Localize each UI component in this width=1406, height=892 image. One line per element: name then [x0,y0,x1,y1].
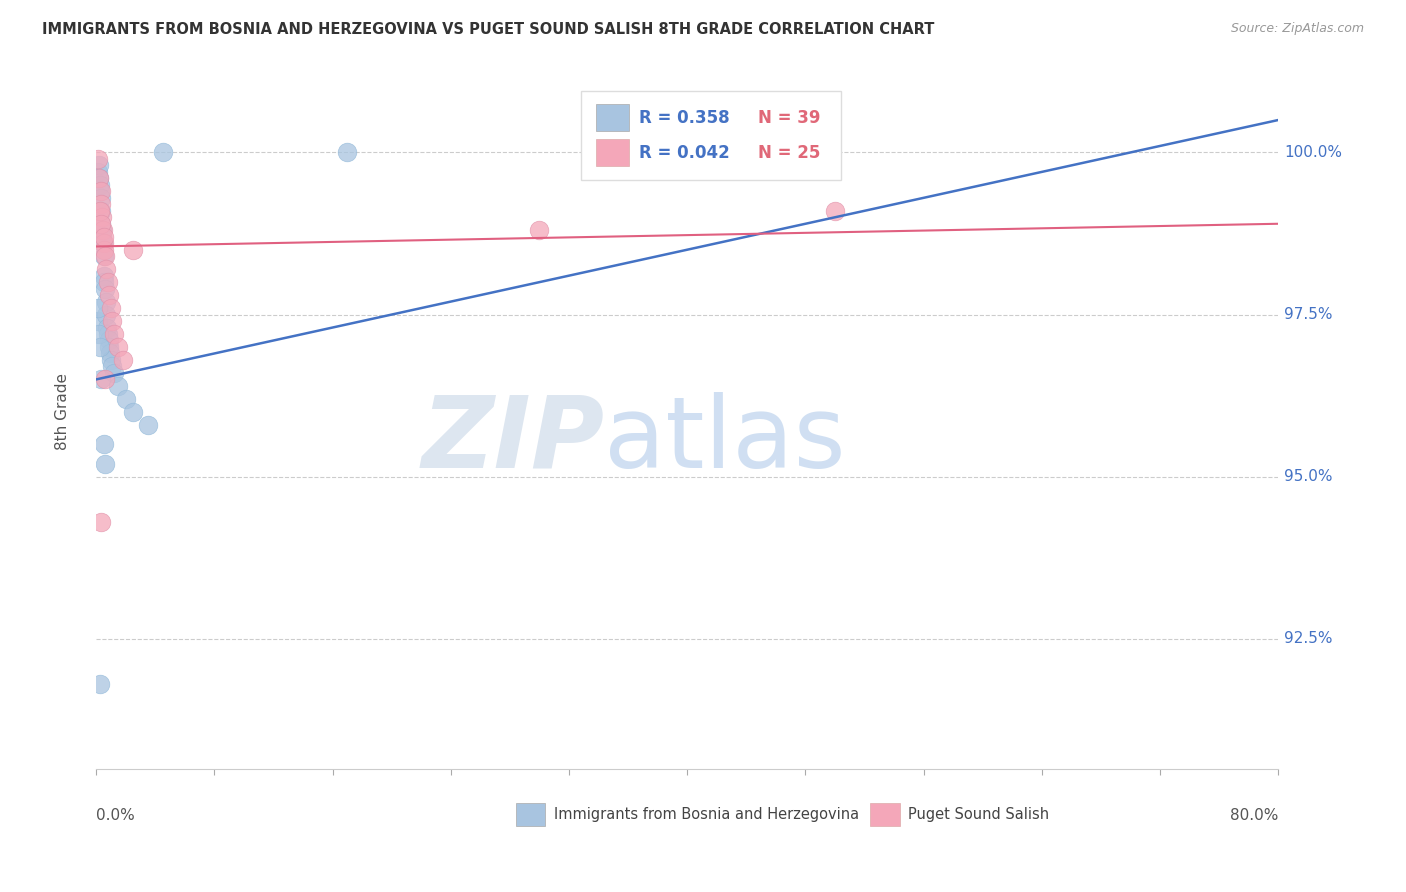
Text: 95.0%: 95.0% [1284,469,1333,484]
Point [90,197,112,211]
Point [97,275,120,289]
Point [91,229,114,244]
Point [87,326,110,341]
Point [824,203,846,218]
Point [86,314,108,328]
FancyBboxPatch shape [596,139,630,167]
Point [93,236,115,251]
Point [98,288,121,302]
Point [91,223,114,237]
Point [87,171,110,186]
Point [93,229,115,244]
Point [90,184,112,198]
FancyBboxPatch shape [870,803,900,826]
Text: Puget Sound Salish: Puget Sound Salish [908,806,1049,822]
Text: Immigrants from Bosnia and Herzegovina: Immigrants from Bosnia and Herzegovina [554,806,859,822]
Point [529,223,551,237]
Text: 97.5%: 97.5% [1284,307,1333,322]
Text: Source: ZipAtlas.com: Source: ZipAtlas.com [1230,22,1364,36]
Point [103,366,125,380]
Point [90,217,112,231]
Point [98,346,121,360]
Point [91,236,114,251]
Point [336,145,359,160]
Point [93,268,115,283]
Point [97,326,120,341]
Point [94,282,117,296]
Text: IMMIGRANTS FROM BOSNIA AND HERZEGOVINA VS PUGET SOUND SALISH 8TH GRADE CORRELATI: IMMIGRANTS FROM BOSNIA AND HERZEGOVINA V… [42,22,935,37]
Point [122,243,145,257]
Point [91,223,114,237]
Point [90,191,112,205]
Point [100,353,122,368]
Point [93,437,115,451]
Text: atlas: atlas [605,392,846,489]
Point [87,165,110,179]
Point [101,314,124,328]
Text: 8th Grade: 8th Grade [55,374,70,450]
Text: 92.5%: 92.5% [1284,632,1333,647]
Point [122,405,145,419]
Point [89,203,111,218]
Point [93,243,115,257]
Point [94,457,117,471]
Point [89,340,111,354]
Text: 80.0%: 80.0% [1230,808,1278,822]
Point [90,372,112,386]
FancyBboxPatch shape [581,91,841,180]
Point [107,340,129,354]
Point [103,326,125,341]
Point [94,372,117,386]
Point [152,145,174,160]
Point [96,308,118,322]
Text: 100.0%: 100.0% [1284,145,1343,160]
Text: R = 0.042: R = 0.042 [638,144,730,161]
Point [90,217,112,231]
Text: N = 39: N = 39 [758,109,821,127]
Point [94,249,117,263]
Point [89,178,111,192]
FancyBboxPatch shape [596,104,630,131]
Point [98,340,121,354]
Point [107,379,129,393]
Point [89,677,111,691]
Point [87,301,110,315]
Text: N = 25: N = 25 [758,144,821,161]
Point [90,203,112,218]
Point [100,301,122,315]
Point [87,158,110,172]
Point [91,211,114,225]
Point [89,184,111,198]
Point [94,294,117,309]
Point [90,515,112,529]
Text: ZIP: ZIP [422,392,605,489]
Text: R = 0.358: R = 0.358 [638,109,730,127]
Point [136,417,159,432]
Point [86,152,108,166]
Point [101,359,124,374]
Point [114,392,136,406]
Point [97,334,120,348]
Point [96,262,118,277]
Point [93,275,115,289]
FancyBboxPatch shape [516,803,546,826]
Text: 0.0%: 0.0% [96,808,135,822]
Point [111,353,134,368]
Point [87,171,110,186]
Point [96,320,118,334]
Point [93,249,115,263]
